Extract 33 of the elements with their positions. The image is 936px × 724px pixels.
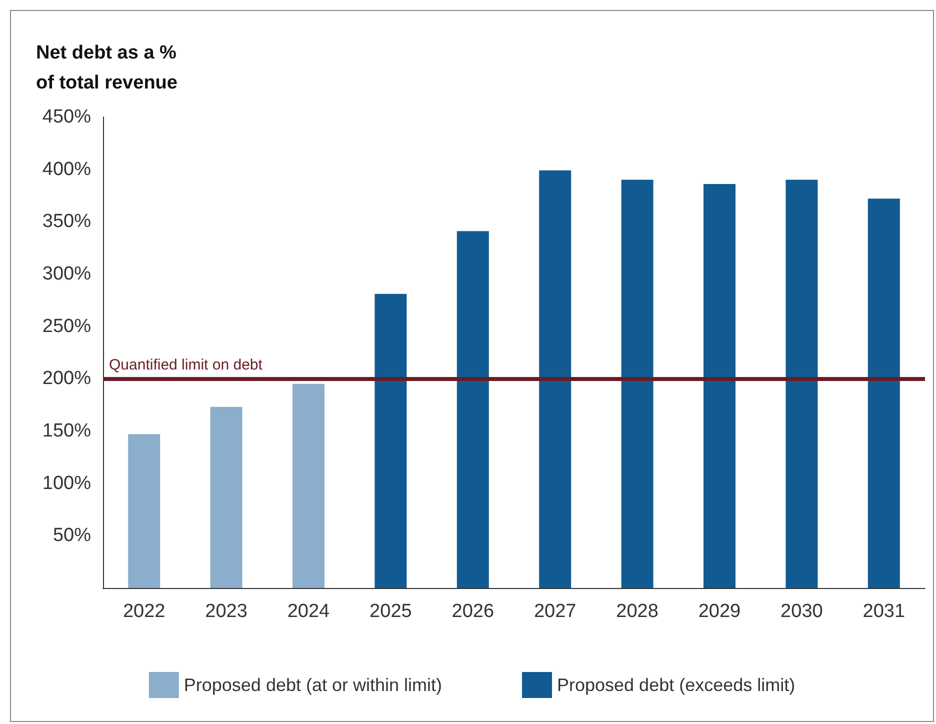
y-tick-label: 150% bbox=[42, 420, 92, 442]
bar bbox=[539, 170, 572, 588]
bar bbox=[374, 294, 407, 588]
y-tick-label: 50% bbox=[52, 525, 92, 546]
x-tick-label: 2023 bbox=[205, 601, 248, 622]
y-tick-label: 400% bbox=[42, 158, 92, 180]
bar bbox=[292, 384, 324, 588]
x-tick-label: 2027 bbox=[534, 601, 576, 622]
ref-line-label: Quantified limit on debt bbox=[109, 356, 264, 374]
bar bbox=[210, 406, 242, 588]
legend-label: Proposed debt (exceeds limit) bbox=[557, 675, 796, 695]
chart-title: Net debt as a % of total revenue bbox=[36, 42, 178, 94]
x-tick-label: 2028 bbox=[616, 601, 658, 622]
bar bbox=[704, 184, 736, 588]
y-tick-label: 350% bbox=[42, 211, 92, 232]
x-tick-label: 2024 bbox=[287, 601, 330, 622]
y-tick-label: 200% bbox=[42, 368, 92, 390]
x-tick-label: 2026 bbox=[452, 601, 494, 622]
x-tick-label: 2022 bbox=[122, 601, 166, 622]
x-tick-label: 2025 bbox=[370, 601, 412, 622]
bar bbox=[621, 180, 654, 588]
y-tick-label: 300% bbox=[42, 264, 92, 284]
bar bbox=[128, 434, 160, 588]
legend-label: Proposed debt (at or within limit) bbox=[184, 675, 442, 695]
x-tick-label: 2031 bbox=[862, 601, 906, 622]
y-tick-label: 100% bbox=[42, 472, 92, 494]
bar bbox=[456, 231, 489, 588]
y-tick-label: 450% bbox=[42, 106, 92, 128]
x-tick-label: 2029 bbox=[698, 601, 741, 622]
y-tick-label: 250% bbox=[42, 316, 92, 337]
x-tick-label: 2030 bbox=[780, 601, 823, 622]
bar bbox=[786, 180, 818, 588]
bar bbox=[868, 198, 900, 588]
